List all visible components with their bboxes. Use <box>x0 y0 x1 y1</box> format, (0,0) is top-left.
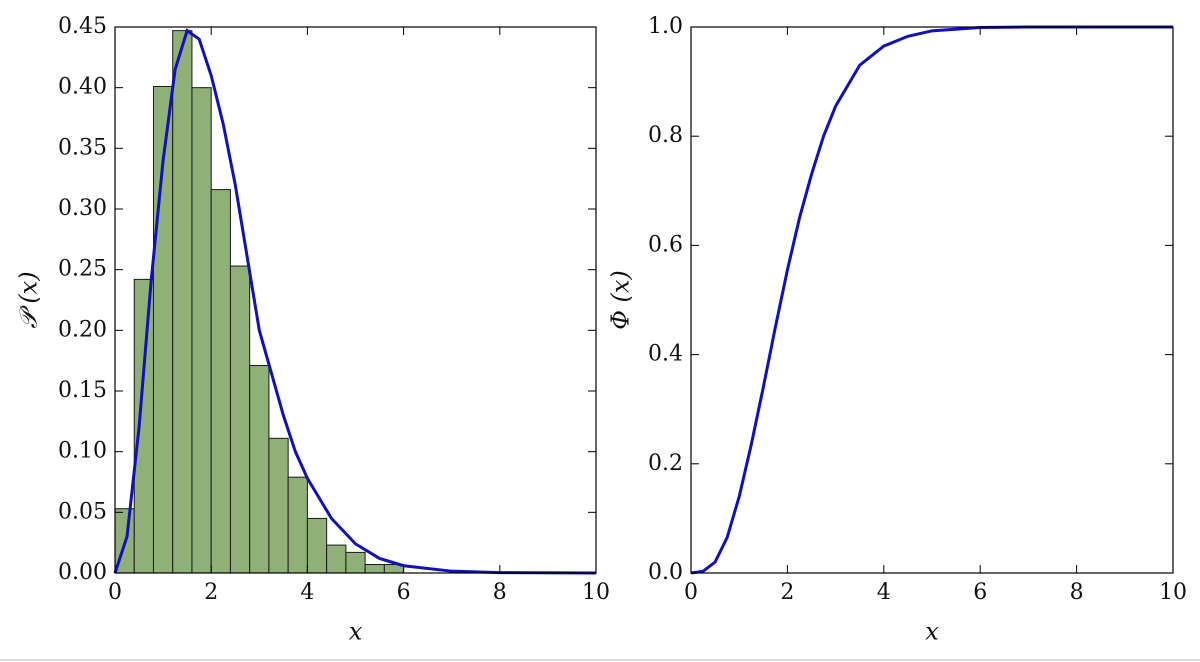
y-tick-label: 0.45 <box>58 14 107 39</box>
bar <box>268 437 289 574</box>
y-axis-label: Φ (x) <box>607 270 635 330</box>
y-tick-label: 0.35 <box>58 135 107 160</box>
bar <box>210 189 231 574</box>
bar <box>364 564 385 574</box>
bar <box>133 278 154 574</box>
y-tick-label: 0.05 <box>58 499 107 524</box>
y-tick-label: 0.6 <box>648 232 683 257</box>
x-tick-label: 4 <box>877 580 891 605</box>
bar <box>326 544 347 574</box>
x-tick-label: 0 <box>684 580 698 605</box>
bar <box>172 30 193 574</box>
y-tick-label: 0.8 <box>648 123 683 148</box>
y-tick-label: 0.15 <box>58 378 107 403</box>
y-tick-label: 0.25 <box>58 257 107 282</box>
x-axis-label: x <box>349 618 363 646</box>
cdf-line <box>690 25 1173 575</box>
plot-frame <box>690 26 1174 574</box>
pdf-line <box>113 28 597 575</box>
x-tick-label: 8 <box>493 580 507 605</box>
x-tick-label: 10 <box>582 580 610 605</box>
y-tick-label: 0.10 <box>58 439 107 464</box>
x-axis-label: x <box>925 618 939 646</box>
x-tick-label: 0 <box>108 580 122 605</box>
x-tick-label: 8 <box>1070 580 1084 605</box>
plot-frame <box>114 26 597 574</box>
y-axis-label: 𝒫 (x) <box>15 271 43 328</box>
x-tick-label: 2 <box>204 580 218 605</box>
bar <box>345 551 366 574</box>
x-tick-label: 2 <box>780 580 794 605</box>
bar <box>306 517 328 574</box>
x-tick-label: 6 <box>973 580 987 605</box>
y-tick-label: 0.4 <box>648 342 683 367</box>
x-tick-label: 6 <box>397 580 411 605</box>
x-tick-label: 4 <box>300 580 314 605</box>
x-tick-label: 10 <box>1159 580 1187 605</box>
bar <box>191 87 212 574</box>
y-tick-label: 0.00 <box>58 560 107 585</box>
y-tick-label: 0.40 <box>58 75 107 100</box>
y-tick-label: 0.0 <box>648 560 683 585</box>
bar <box>287 476 308 574</box>
y-tick-label: 0.30 <box>58 196 107 221</box>
bar <box>249 365 270 574</box>
y-tick-label: 1.0 <box>648 14 683 39</box>
bar <box>229 265 251 574</box>
y-tick-label: 0.2 <box>648 451 683 476</box>
y-tick-label: 0.20 <box>58 317 107 342</box>
